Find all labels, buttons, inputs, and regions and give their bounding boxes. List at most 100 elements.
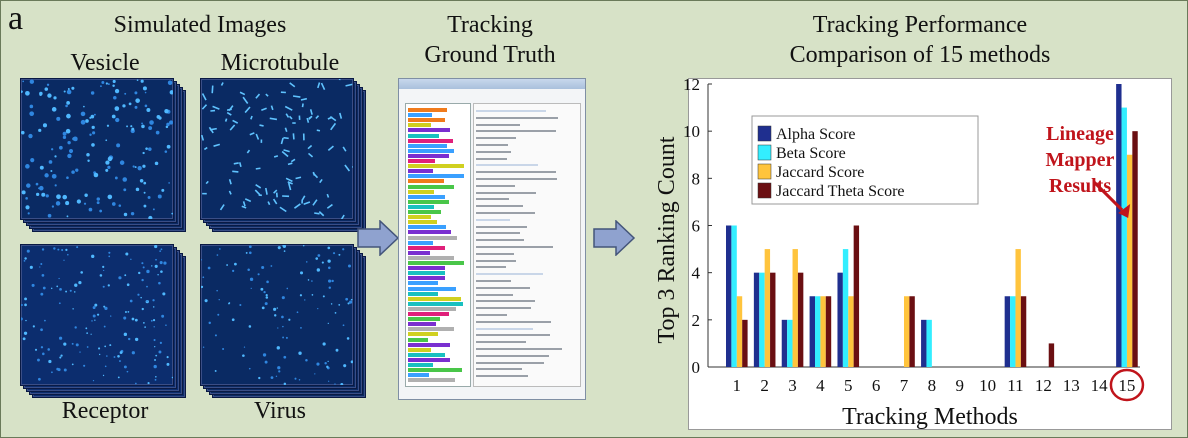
virus-image-stack xyxy=(200,244,375,398)
annotation-line: Results xyxy=(1049,175,1111,197)
bar-beta-8 xyxy=(926,319,932,367)
x-tick-label: 10 xyxy=(979,376,996,395)
track-row xyxy=(408,261,465,265)
settings-row xyxy=(476,178,557,180)
settings-row xyxy=(476,320,552,323)
settings-row xyxy=(476,286,531,289)
highlight-circle xyxy=(1109,368,1145,402)
track-row xyxy=(408,291,439,296)
settings-row xyxy=(476,171,556,174)
settings-row xyxy=(476,300,535,303)
track-row xyxy=(408,215,432,220)
x-tick-label: 7 xyxy=(900,376,909,395)
bar-alpha-2 xyxy=(753,272,760,367)
bar-theta-11 xyxy=(1020,296,1027,367)
bar-theta-15 xyxy=(1132,131,1138,367)
track-row xyxy=(408,194,445,199)
track-row xyxy=(408,306,457,311)
bar-beta-15 xyxy=(1121,107,1127,368)
x-tick-label: 1 xyxy=(733,376,742,395)
software-screenshot xyxy=(398,78,586,400)
bar-theta-7 xyxy=(909,296,915,367)
bar-beta-5 xyxy=(842,249,849,367)
track-row xyxy=(408,312,450,316)
x-tick-label: 3 xyxy=(788,376,797,395)
track-row xyxy=(408,276,446,281)
track-row xyxy=(408,286,457,291)
settings-row xyxy=(476,246,554,248)
settings-row xyxy=(476,307,531,310)
settings-row xyxy=(476,280,512,282)
legend-label-theta: Jaccard Theta Score xyxy=(776,183,905,200)
y-tick-label: 2 xyxy=(692,311,701,330)
microtubule-label: Microtubule xyxy=(220,50,340,76)
track-row xyxy=(408,113,433,118)
track-row xyxy=(408,240,434,245)
x-tick-label: 14 xyxy=(1091,376,1109,395)
bar-alpha-4 xyxy=(809,296,815,367)
bar-theta-4 xyxy=(825,296,832,367)
y-tick-label: 0 xyxy=(692,358,701,377)
track-row xyxy=(408,317,441,322)
chart-legend: Alpha Score Beta Score Jaccard Score Jaccar… xyxy=(751,115,979,205)
track-row xyxy=(408,235,457,240)
y-tick-label: 6 xyxy=(692,217,701,236)
settings-row xyxy=(476,232,520,235)
x-tick-label: 13 xyxy=(1063,376,1080,395)
track-row xyxy=(408,148,454,153)
image-frame xyxy=(19,244,174,386)
annotation-line: Mapper xyxy=(1046,149,1115,171)
image-frame xyxy=(20,78,174,221)
bar-jaccard-1 xyxy=(736,296,743,367)
receptor-label: Receptor xyxy=(61,398,149,424)
legend-label-beta: Beta Score xyxy=(776,145,846,162)
track-row xyxy=(408,363,433,367)
track-row xyxy=(408,347,432,352)
x-tick-label: 9 xyxy=(955,376,964,395)
settings-row xyxy=(476,137,517,140)
track-row xyxy=(408,179,444,184)
track-row xyxy=(408,332,439,337)
track-row xyxy=(408,143,447,148)
track-row xyxy=(408,296,461,301)
track-row xyxy=(408,266,445,271)
y-tick-label: 12 xyxy=(683,75,700,94)
lineage-mapper-annotation: Lineage Mapper Results xyxy=(1046,123,1131,218)
track-row xyxy=(408,199,449,204)
track-row xyxy=(408,204,434,209)
vesicle-image-stack xyxy=(20,78,195,232)
settings-row xyxy=(476,368,523,371)
arrow-right xyxy=(593,220,636,256)
settings-row xyxy=(476,164,539,167)
track-row xyxy=(408,271,445,276)
y-tick-label: 4 xyxy=(692,264,701,283)
bar-beta-2 xyxy=(759,272,765,367)
x-tick-label: 11 xyxy=(1007,376,1023,395)
track-row xyxy=(408,174,465,179)
track-row xyxy=(408,153,450,158)
track-row xyxy=(408,133,439,138)
bar-theta-12 xyxy=(1048,343,1055,367)
settings-row xyxy=(476,293,513,296)
x-tick-label: 6 xyxy=(872,376,881,395)
track-row xyxy=(408,250,430,255)
receptor-image-stack xyxy=(19,244,195,398)
bar-alpha-15 xyxy=(1116,84,1122,367)
x-tick-label: 8 xyxy=(928,376,937,395)
settings-row xyxy=(476,361,545,364)
tracking-title-line2: Ground Truth xyxy=(424,42,556,68)
x-tick-label: 12 xyxy=(1035,376,1052,395)
track-row xyxy=(408,322,437,327)
track-row xyxy=(408,337,429,342)
track-row xyxy=(408,327,455,332)
settings-row xyxy=(476,123,520,126)
performance-title-line1: Tracking Performance xyxy=(812,12,1028,38)
software-settings-panel xyxy=(473,103,581,387)
settings-row xyxy=(476,116,559,119)
settings-row xyxy=(476,144,509,146)
track-row xyxy=(408,123,431,128)
settings-row xyxy=(476,225,528,228)
y-axis-label: Top 3 Ranking Count xyxy=(654,136,680,343)
track-row xyxy=(408,164,464,169)
